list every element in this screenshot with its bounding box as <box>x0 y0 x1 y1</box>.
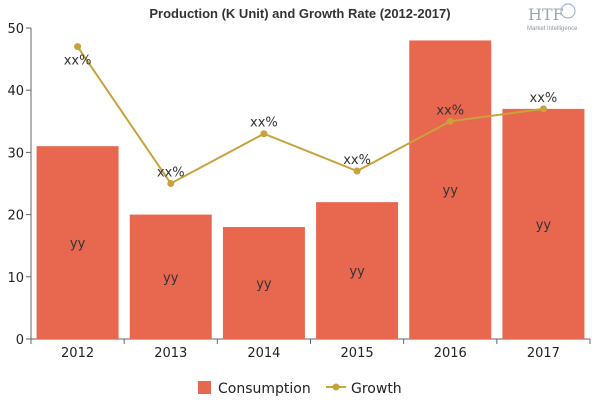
growth-point-2014 <box>260 130 268 138</box>
x-tick-label: 2012 <box>61 346 94 361</box>
plot-area: 0 10 20 30 40 50 2012 2013 2014 2015 2016 2017 yy yy y… <box>7 22 591 361</box>
growth-data-label: xx% <box>530 91 558 106</box>
logo-globe-icon <box>560 3 576 19</box>
bar-data-label: yy <box>163 271 179 286</box>
legend-label-consumption: Consumption <box>218 381 311 397</box>
logo-brand: HTF <box>528 5 564 24</box>
x-tick-label: 2013 <box>154 346 187 361</box>
growth-point-2015 <box>353 167 361 175</box>
legend-marker-growth <box>332 383 340 391</box>
bar-2016 <box>409 40 492 339</box>
y-tick-label: 0 <box>16 333 24 348</box>
growth-point-2016 <box>446 117 454 125</box>
logo: HTF Market Intelligence <box>527 3 578 32</box>
bar-data-label: yy <box>536 218 552 233</box>
y-tick-label: 40 <box>7 84 24 99</box>
growth-point-2017 <box>539 105 547 113</box>
legend-label-growth: Growth <box>351 381 402 397</box>
growth-data-label: xx% <box>250 116 278 131</box>
y-tick-label: 50 <box>7 22 24 37</box>
growth-point-2012 <box>74 43 82 51</box>
bar-data-label: yy <box>349 265 365 280</box>
growth-data-label: xx% <box>436 103 464 118</box>
legend: Consumption Growth <box>198 381 402 397</box>
bar-2012 <box>36 146 119 339</box>
logo-tagline: Market Intelligence <box>527 26 578 32</box>
x-tick-label: 2014 <box>247 346 280 361</box>
y-tick-label: 20 <box>7 209 24 224</box>
bar-2013 <box>129 214 212 339</box>
bar-data-label: yy <box>256 277 272 292</box>
x-tick-label: 2015 <box>341 346 374 361</box>
bar-2017 <box>502 108 585 339</box>
growth-data-label: xx% <box>64 54 92 69</box>
y-tick-label: 10 <box>7 271 24 286</box>
bar-2014 <box>222 227 305 339</box>
bar-data-label: yy <box>443 184 459 199</box>
bar-data-label: yy <box>70 237 86 252</box>
growth-line <box>76 46 544 185</box>
growth-point-2013 <box>167 180 175 187</box>
y-tick-label: 30 <box>7 146 24 161</box>
growth-data-label: xx% <box>157 166 185 181</box>
chart-title: Production (K Unit) and Growth Rate (201… <box>149 6 450 21</box>
x-tick-label: 2016 <box>434 346 467 361</box>
bar-2015 <box>316 202 399 339</box>
growth-data-label: xx% <box>343 153 371 168</box>
legend-swatch-consumption <box>198 381 211 394</box>
x-tick-label: 2017 <box>527 346 560 361</box>
